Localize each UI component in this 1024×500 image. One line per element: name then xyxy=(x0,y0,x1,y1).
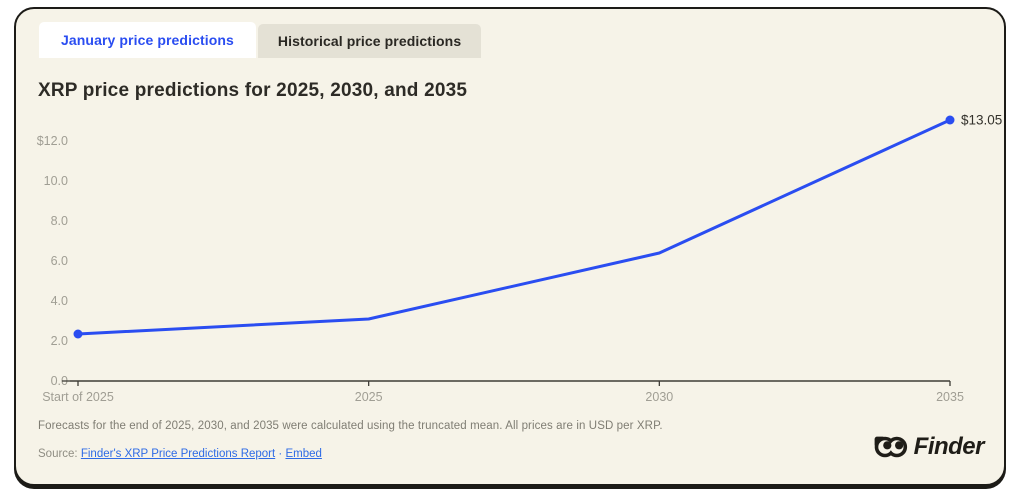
end-value-label: $13.05 xyxy=(961,113,1002,128)
tab-historical-price-predictions[interactable]: Historical price predictions xyxy=(257,24,482,58)
chart-footnote: Forecasts for the end of 2025, 2030, and… xyxy=(38,420,663,432)
y-axis-tick-label: 8.0 xyxy=(51,214,68,228)
price-prediction-line[interactable] xyxy=(76,118,952,336)
y-axis-tick-label: 10.0 xyxy=(44,174,68,188)
finder-logo-text: Finder xyxy=(913,433,985,460)
y-axis-tick-label: 2.0 xyxy=(51,334,68,348)
y-axis-tick-label: $12.0 xyxy=(37,134,68,148)
y-axis-tick-label: 4.0 xyxy=(51,294,68,308)
x-axis-tick-label: 2025 xyxy=(355,390,383,404)
line-chart[interactable]: 0.0 2.0 4.0 6.0 8.0 10.0 $12.0 Start of 2025 202… xyxy=(16,9,1004,484)
x-axis-tick-label: Start of 2025 xyxy=(42,390,114,404)
data-point-marker[interactable] xyxy=(945,115,955,125)
finder-eyes-icon xyxy=(874,436,907,457)
finder-logo: Finder xyxy=(873,433,985,461)
source-separator: · xyxy=(278,448,283,460)
tab-january-price-predictions[interactable]: January price predictions xyxy=(39,22,256,58)
tab-bar: January price predictions Historical pri… xyxy=(39,22,482,58)
y-axis-tick-label: 0.0 xyxy=(51,374,68,388)
source-row: Source: Finder's XRP Price Predictions R… xyxy=(38,448,322,460)
source-report-link[interactable]: Finder's XRP Price Predictions Report xyxy=(80,448,276,460)
data-point-marker[interactable] xyxy=(73,329,83,339)
embed-link[interactable]: Embed xyxy=(285,448,322,460)
x-axis-tick-label: 2030 xyxy=(645,390,673,404)
chart-title: XRP price predictions for 2025, 2030, an… xyxy=(38,80,468,101)
chart-widget-card: January price predictions Historical pri… xyxy=(14,7,1006,486)
y-axis-tick-label: 6.0 xyxy=(51,254,68,268)
x-axis-tick-label: 2035 xyxy=(936,390,964,404)
source-prefix-label: Source: xyxy=(38,448,78,460)
